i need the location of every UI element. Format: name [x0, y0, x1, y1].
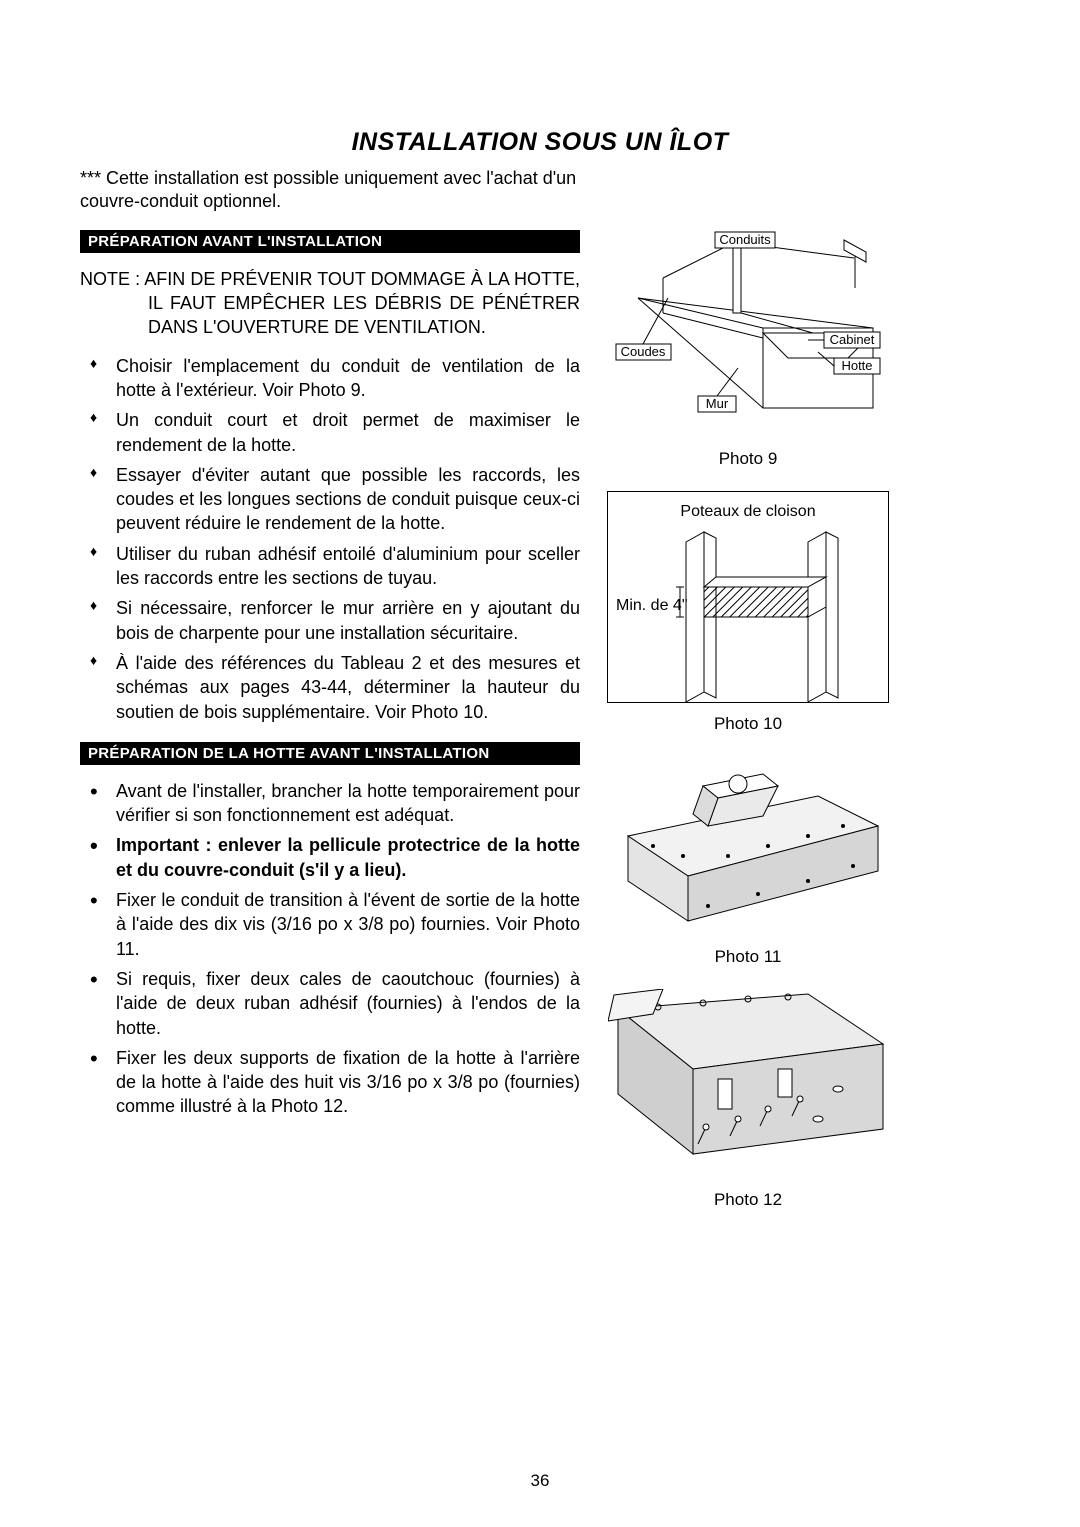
- columns: PRÉPARATION AVANT L'INSTALLATION NOTE : …: [80, 224, 1000, 1228]
- list-item: Fixer les deux supports de fixation de l…: [80, 1046, 580, 1119]
- figure-10: Poteaux de cloison Min. de 4": [607, 491, 889, 734]
- list-item: Fixer le conduit de transition à l'évent…: [80, 888, 580, 961]
- label-poteaux: Poteaux de cloison: [680, 503, 815, 520]
- caption-11: Photo 11: [608, 947, 888, 967]
- list-item: Choisir l'emplacement du conduit de vent…: [80, 354, 580, 403]
- bullet-list-prep-before: Choisir l'emplacement du conduit de vent…: [80, 354, 580, 724]
- note-block: NOTE : AFIN DE PRÉVENIR TOUT DOMMAGE À L…: [80, 267, 580, 340]
- diagram-photo-9: Conduits Coudes Cabinet Hotte Mur: [608, 228, 888, 438]
- section-header-prep-hood: PRÉPARATION DE LA HOTTE AVANT L'INSTALLA…: [80, 742, 580, 765]
- diagram-photo-10: Poteaux de cloison Min. de 4": [607, 491, 889, 703]
- label-coudes: Coudes: [621, 344, 666, 359]
- list-item: Important : enlever la pellicule protect…: [80, 833, 580, 882]
- label-hotte: Hotte: [841, 358, 872, 373]
- list-item: Si nécessaire, renforcer le mur arrière …: [80, 596, 580, 645]
- figure-9: Conduits Coudes Cabinet Hotte Mur Photo …: [608, 228, 888, 469]
- caption-10: Photo 10: [607, 714, 889, 734]
- page: INSTALLATION SOUS UN ÎLOT *** Cette inst…: [0, 0, 1080, 1527]
- diagram-photo-12: [608, 989, 888, 1179]
- diagram-photo-11: [608, 756, 888, 936]
- note-text: AFIN DE PRÉVENIR TOUT DOMMAGE À LA HOTTE…: [144, 269, 580, 338]
- list-item: Un conduit court et droit permet de maxi…: [80, 408, 580, 457]
- right-column: Conduits Coudes Cabinet Hotte Mur Photo …: [608, 224, 888, 1228]
- label-conduits: Conduits: [719, 232, 771, 247]
- list-item: Si requis, fixer deux cales de caoutchou…: [80, 967, 580, 1040]
- label-cabinet: Cabinet: [830, 332, 875, 347]
- left-column: PRÉPARATION AVANT L'INSTALLATION NOTE : …: [80, 224, 580, 1228]
- page-number: 36: [0, 1471, 1080, 1491]
- list-item: Utiliser du ruban adhésif entoilé d'alum…: [80, 542, 580, 591]
- label-min: Min. de 4": [616, 597, 688, 614]
- page-title: INSTALLATION SOUS UN ÎLOT: [80, 128, 1000, 157]
- caption-12: Photo 12: [608, 1190, 888, 1210]
- section-header-prep-before: PRÉPARATION AVANT L'INSTALLATION: [80, 230, 580, 253]
- figure-12: Photo 12: [608, 989, 888, 1210]
- caption-9: Photo 9: [608, 449, 888, 469]
- figure-11: Photo 11: [608, 756, 888, 967]
- list-item: Avant de l'installer, brancher la hotte …: [80, 779, 580, 828]
- bullet-list-prep-hood: Avant de l'installer, brancher la hotte …: [80, 779, 580, 1119]
- note-label: NOTE :: [80, 269, 140, 289]
- list-item: À l'aide des références du Tableau 2 et …: [80, 651, 580, 724]
- intro-text: *** Cette installation est possible uniq…: [80, 167, 640, 214]
- label-mur: Mur: [706, 396, 729, 411]
- list-item: Essayer d'éviter autant que possible les…: [80, 463, 580, 536]
